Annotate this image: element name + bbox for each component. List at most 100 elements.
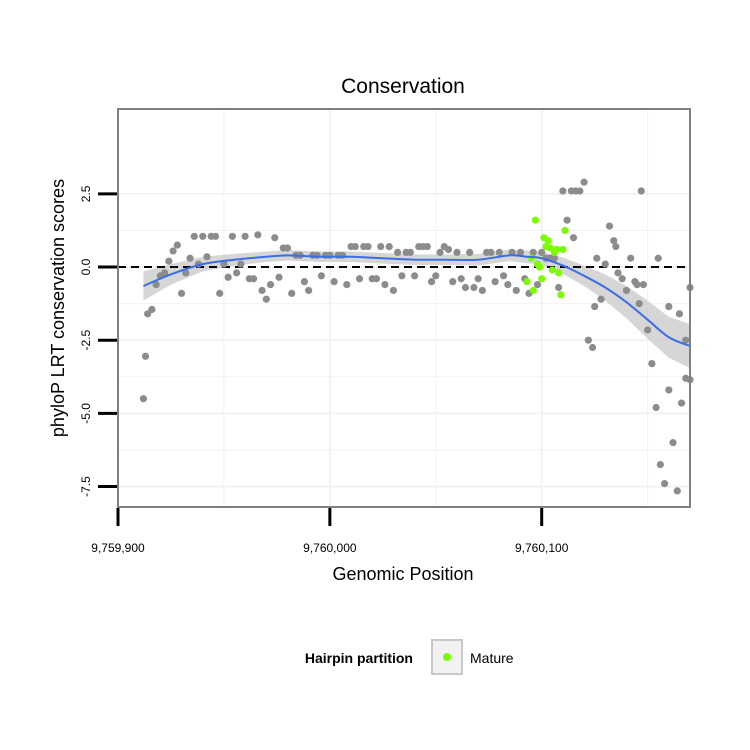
data-point <box>516 248 525 256</box>
data-point <box>457 275 465 283</box>
data-point <box>633 280 641 289</box>
data-point <box>283 244 292 252</box>
data-point <box>249 275 258 283</box>
data-point <box>233 269 241 277</box>
data-point <box>186 254 194 262</box>
panel-border <box>117 108 691 508</box>
data-point <box>504 280 512 289</box>
data-point <box>313 251 321 259</box>
x-tick-label: 9,760,000 <box>303 541 357 555</box>
legend-title: Hairpin partition <box>305 650 413 666</box>
data-point <box>141 352 150 360</box>
data-point <box>601 260 609 268</box>
y-axis-label: phyloP LRT conservation scores <box>48 179 68 437</box>
data-point <box>338 251 347 259</box>
x-tick-label: 9,759,900 <box>91 541 145 555</box>
data-point <box>216 289 224 297</box>
data-point <box>355 275 364 283</box>
data-point-mature <box>544 237 552 245</box>
data-point <box>478 286 486 295</box>
y-tick-label: 0.0 <box>79 258 93 275</box>
data-point <box>656 460 664 469</box>
y-tick-label: -5.0 <box>79 403 93 424</box>
data-point <box>470 283 478 292</box>
data-point <box>538 248 546 256</box>
x-tick-label: 9,760,100 <box>515 541 569 555</box>
data-point <box>381 280 389 289</box>
data-point <box>512 286 520 295</box>
data-point <box>495 248 503 256</box>
data-point <box>635 300 643 308</box>
data-point <box>377 242 385 251</box>
data-point <box>461 283 470 292</box>
data-point-mature <box>552 245 561 254</box>
data-point-mature <box>548 266 556 274</box>
data-point <box>508 248 516 256</box>
data-point-mature <box>555 269 563 277</box>
data-point <box>499 272 508 280</box>
data-point-mature <box>523 278 531 286</box>
data-point <box>177 289 186 297</box>
data-point <box>605 222 614 230</box>
data-point <box>580 178 588 186</box>
data-point <box>654 254 662 262</box>
data-point-mature <box>559 245 567 254</box>
data-point <box>266 280 275 289</box>
data-point <box>491 278 499 286</box>
legend-label-mature: Mature <box>470 650 514 666</box>
data-point-mature <box>557 291 565 299</box>
data-point <box>444 245 453 254</box>
data-point <box>612 242 620 251</box>
data-point <box>351 242 359 251</box>
data-point <box>423 242 431 251</box>
x-axis-label: Genomic Position <box>332 564 473 584</box>
data-point-mature <box>561 226 569 235</box>
data-point-mature <box>538 275 546 283</box>
data-point <box>254 231 262 239</box>
data-point <box>161 269 169 277</box>
data-point <box>618 275 626 283</box>
data-point <box>343 280 351 289</box>
data-point <box>398 272 406 280</box>
data-point <box>610 237 618 245</box>
data-point <box>241 232 249 240</box>
data-point <box>563 216 571 224</box>
data-point <box>474 275 482 283</box>
data-point <box>152 280 160 289</box>
data-point <box>364 242 372 251</box>
data-point <box>677 399 686 407</box>
data-point <box>669 439 677 447</box>
grid-lines <box>117 109 690 507</box>
y-tick-label: 2.5 <box>79 185 93 202</box>
data-point <box>258 286 266 295</box>
data-point-mature <box>527 254 535 262</box>
data-point <box>555 283 563 292</box>
data-point <box>593 254 601 262</box>
data-point <box>139 395 148 403</box>
data-point <box>317 272 325 280</box>
data-point <box>436 248 444 256</box>
data-point <box>614 269 622 277</box>
data-point <box>237 260 245 268</box>
data-point <box>389 286 398 295</box>
data-point <box>372 275 381 283</box>
data-point <box>199 232 207 240</box>
data-point <box>224 273 232 281</box>
data-point <box>627 254 635 262</box>
data-point <box>406 248 414 256</box>
data-point <box>220 260 228 268</box>
data-point-mature <box>529 286 537 295</box>
data-point <box>203 253 211 261</box>
y-axis: 2.5 0.0 -2.5 -5.0 -7.5 <box>79 185 117 497</box>
data-point <box>639 280 647 289</box>
data-point <box>305 286 313 295</box>
data-point <box>576 187 584 195</box>
data-point <box>584 336 592 344</box>
data-point <box>427 278 436 286</box>
data-point <box>637 187 645 195</box>
smooth-curve <box>143 254 691 347</box>
data-point <box>190 232 198 240</box>
data-point <box>550 254 559 262</box>
data-point <box>148 305 156 314</box>
data-point <box>228 232 236 240</box>
